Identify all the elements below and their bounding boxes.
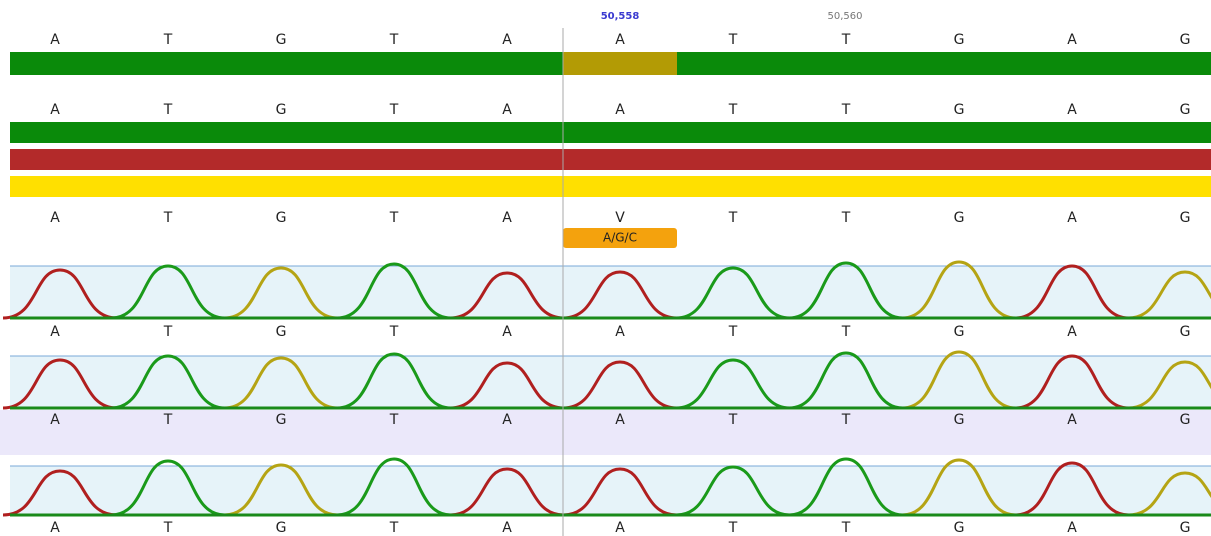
- base-letter: T: [163, 324, 173, 340]
- base-letter: A: [502, 210, 512, 226]
- base-letter: G: [276, 324, 287, 340]
- base-letter: G: [1180, 412, 1191, 428]
- base-letter: A: [50, 32, 60, 48]
- base-letter: G: [954, 412, 965, 428]
- sequence-viewer: 50,558 50,560 A/G/C A T G T A A T T G A G A T G T A A T T G…: [0, 0, 1211, 536]
- base-letter: A: [1067, 324, 1077, 340]
- base-letter: A: [50, 412, 60, 428]
- base-letter: T: [841, 32, 851, 48]
- base-letter: T: [841, 412, 851, 428]
- variant-tag-label: A/G/C: [603, 231, 637, 245]
- base-letter: T: [841, 210, 851, 226]
- position-label: 50,558: [601, 11, 640, 22]
- base-letter: A: [615, 412, 625, 428]
- base-letter: T: [389, 210, 399, 226]
- base-letter: T: [389, 324, 399, 340]
- base-letter: T: [163, 32, 173, 48]
- base-letter: G: [276, 102, 287, 118]
- coverage-bar: [10, 122, 1211, 143]
- base-letter: G: [276, 210, 287, 226]
- quality-area: [10, 466, 1211, 515]
- base-letter: A: [502, 412, 512, 428]
- base-letter: G: [1180, 32, 1191, 48]
- base-letter: T: [728, 210, 738, 226]
- base-letter: A: [615, 32, 625, 48]
- base-letter: G: [1180, 102, 1191, 118]
- base-letter: T: [389, 102, 399, 118]
- base-letter: G: [276, 412, 287, 428]
- base-letter: T: [163, 210, 173, 226]
- base-letter: T: [163, 520, 173, 536]
- base-letter: G: [954, 520, 965, 536]
- base-letter: T: [728, 412, 738, 428]
- base-letter: T: [389, 520, 399, 536]
- base-letter: A: [1067, 520, 1077, 536]
- base-letter: T: [728, 32, 738, 48]
- base-letter: G: [954, 210, 965, 226]
- base-letter: G: [276, 32, 287, 48]
- base-letter: G: [954, 32, 965, 48]
- base-letter: G: [954, 102, 965, 118]
- variant-highlight: [563, 52, 677, 75]
- base-letter: T: [728, 102, 738, 118]
- annotation-bar: [10, 176, 1211, 197]
- base-letter: G: [1180, 324, 1191, 340]
- base-letter: A: [1067, 32, 1077, 48]
- base-letter: T: [728, 324, 738, 340]
- base-letter: A: [1067, 412, 1077, 428]
- base-letter: A: [1067, 102, 1077, 118]
- base-letter: A: [50, 210, 60, 226]
- base-letter: G: [1180, 520, 1191, 536]
- base-letter: T: [163, 412, 173, 428]
- base-letter: T: [841, 324, 851, 340]
- base-letter: T: [728, 520, 738, 536]
- base-letter: G: [954, 324, 965, 340]
- base-letter: A: [502, 520, 512, 536]
- base-letter: A: [502, 102, 512, 118]
- base-letter: A: [1067, 210, 1077, 226]
- base-letter: A: [615, 102, 625, 118]
- base-letter: A: [502, 32, 512, 48]
- base-letter: T: [389, 32, 399, 48]
- selected-row: [0, 410, 1211, 455]
- annotation-bar: [10, 149, 1211, 170]
- base-letter: V: [615, 210, 625, 226]
- base-letter: G: [1180, 210, 1191, 226]
- base-letter: A: [50, 102, 60, 118]
- base-letter: A: [615, 324, 625, 340]
- base-letter: A: [502, 324, 512, 340]
- base-letter: T: [163, 102, 173, 118]
- base-letter: T: [389, 412, 399, 428]
- base-letter: A: [615, 520, 625, 536]
- base-letter: G: [276, 520, 287, 536]
- base-letter: A: [50, 520, 60, 536]
- position-label: 50,560: [828, 11, 863, 22]
- base-letter: T: [841, 520, 851, 536]
- base-letter: T: [841, 102, 851, 118]
- base-letter: A: [50, 324, 60, 340]
